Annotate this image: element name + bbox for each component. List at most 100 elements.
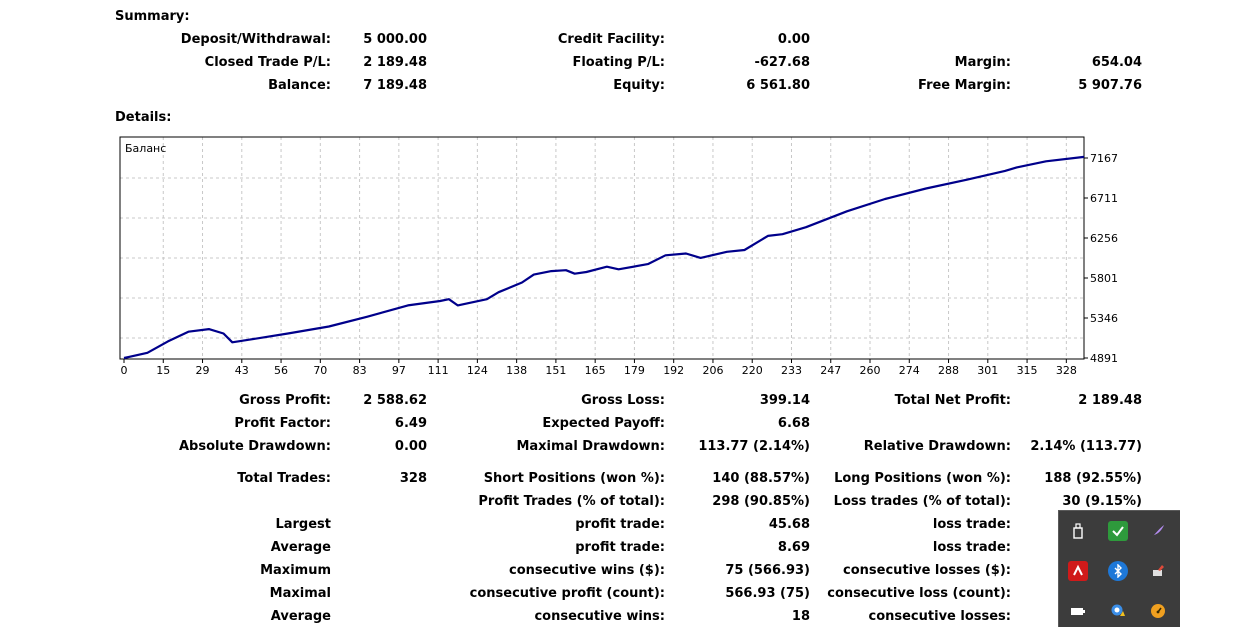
bluetooth-icon[interactable] xyxy=(1108,561,1128,581)
chart-y-tick-label: 6256 xyxy=(1090,232,1118,245)
chart-x-tick-label: 233 xyxy=(781,364,802,377)
chart-x-tick-label: 56 xyxy=(274,364,288,377)
chart-frame xyxy=(119,136,1085,360)
credit-label: Credit Facility: xyxy=(557,32,665,47)
chart-x-tick-label: 151 xyxy=(545,364,566,377)
loss-trades-value: 30 (9.15%) xyxy=(1062,494,1142,509)
profit-factor-label: Profit Factor: xyxy=(234,416,331,431)
avg-consecutive-wins-value: 18 xyxy=(791,609,810,624)
chart-x-tick-label: 288 xyxy=(938,364,959,377)
total-trades-label: Total Trades: xyxy=(237,471,331,486)
maximal-consecutive-profit-value: 566.93 (75) xyxy=(725,586,810,601)
chart-x-tick-label: 328 xyxy=(1056,364,1077,377)
chart-x-tick-label: 165 xyxy=(585,364,606,377)
chart-x-tick-label: 83 xyxy=(353,364,367,377)
short-positions-value: 140 (88.57%) xyxy=(712,471,810,486)
max-consecutive-wins-label: consecutive wins ($): xyxy=(508,563,665,578)
maximal-drawdown-value: 113.77 (2.14%) xyxy=(698,439,810,454)
chart-x-tick-label: 315 xyxy=(1017,364,1038,377)
balance-line xyxy=(123,155,1085,360)
paint-brush-icon[interactable] xyxy=(1148,561,1168,581)
chart-x-tick-label: 301 xyxy=(977,364,998,377)
details-title: Details: xyxy=(115,110,172,125)
chart-x-tick-label: 206 xyxy=(702,364,723,377)
total-net-profit-label: Total Net Profit: xyxy=(894,393,1011,408)
relative-drawdown-label: Relative Drawdown: xyxy=(863,439,1011,454)
largest-label: Largest xyxy=(275,517,331,532)
chart-y-tick-label: 4891 xyxy=(1090,352,1118,365)
gross-profit-value: 2 588.62 xyxy=(363,393,427,408)
loss-trades-label: Loss trades (% of total): xyxy=(833,494,1011,509)
chart-x-tick-label: 260 xyxy=(860,364,881,377)
battery-icon[interactable] xyxy=(1068,601,1088,621)
largest-profit-trade-label: profit trade: xyxy=(575,517,665,532)
long-positions-label: Long Positions (won %): xyxy=(834,471,1011,486)
free-margin-label: Free Margin: xyxy=(918,78,1011,93)
feather-pen-icon[interactable] xyxy=(1148,521,1168,541)
green-check-icon[interactable] xyxy=(1108,521,1128,541)
deposit-label: Deposit/Withdrawal: xyxy=(180,32,331,47)
usb-drive-icon[interactable] xyxy=(1068,521,1088,541)
profit-trades-value: 298 (90.85%) xyxy=(712,494,810,509)
short-positions-label: Short Positions (won %): xyxy=(483,471,665,486)
chart-x-tick-label: 15 xyxy=(156,364,170,377)
expected-payoff-value: 6.68 xyxy=(777,416,810,431)
deposit-value: 5 000.00 xyxy=(363,32,427,47)
chart-series-label: Баланс xyxy=(125,142,166,155)
closed-trade-value: 2 189.48 xyxy=(363,55,427,70)
free-margin-value: 5 907.76 xyxy=(1078,78,1142,93)
floating-label: Floating P/L: xyxy=(572,55,665,70)
max-consecutive-losses-label: consecutive losses ($): xyxy=(843,563,1011,578)
relative-drawdown-value: 2.14% (113.77) xyxy=(1030,439,1142,454)
margin-value: 654.04 xyxy=(1091,55,1142,70)
chart-y-ticks: 7167 6711 6256 5801 5346 4891 xyxy=(1084,152,1118,365)
average-label: Average xyxy=(270,540,331,555)
maximal-consecutive-loss-label: consecutive loss (count): xyxy=(827,586,1011,601)
gross-loss-value: 399.14 xyxy=(759,393,810,408)
chart-y-tick-label: 5346 xyxy=(1090,312,1118,325)
system-tray-overflow xyxy=(1058,510,1180,627)
antivirus-icon[interactable] xyxy=(1068,561,1088,581)
floating-value: -627.68 xyxy=(754,55,810,70)
chart-x-tick-label: 220 xyxy=(742,364,763,377)
maximum-label: Maximum xyxy=(260,563,331,578)
average-profit-trade-label: profit trade: xyxy=(575,540,665,555)
network-monitor-icon[interactable] xyxy=(1108,601,1128,621)
equity-value: 6 561.80 xyxy=(746,78,810,93)
absolute-drawdown-label: Absolute Drawdown: xyxy=(179,439,331,454)
equity-label: Equity: xyxy=(613,78,665,93)
absolute-drawdown-value: 0.00 xyxy=(394,439,427,454)
chart-x-tick-label: 111 xyxy=(428,364,449,377)
chart-y-tick-label: 7167 xyxy=(1090,152,1118,165)
avg-consecutive-wins-label: consecutive wins: xyxy=(534,609,665,624)
chart-x-ticks: 0 15 29 43 56 70 83 97 111 124 138 151 165 179 192 206 2… xyxy=(121,359,1077,377)
speedometer-icon[interactable] xyxy=(1148,601,1168,621)
largest-profit-trade-value: 45.68 xyxy=(768,517,810,532)
average-consecutive-label: Average xyxy=(270,609,331,624)
total-net-profit-value: 2 189.48 xyxy=(1078,393,1142,408)
credit-value: 0.00 xyxy=(777,32,810,47)
chart-y-tick-label: 5801 xyxy=(1090,272,1118,285)
balance-value: 7 189.48 xyxy=(363,78,427,93)
chart-x-tick-label: 274 xyxy=(899,364,920,377)
maximal-consecutive-profit-label: consecutive profit (count): xyxy=(469,586,665,601)
maximal-drawdown-label: Maximal Drawdown: xyxy=(516,439,665,454)
avg-consecutive-losses-label: consecutive losses: xyxy=(868,609,1011,624)
largest-loss-trade-label: loss trade: xyxy=(932,517,1011,532)
average-loss-trade-label: loss trade: xyxy=(932,540,1011,555)
max-consecutive-wins-value: 75 (566.93) xyxy=(725,563,810,578)
expected-payoff-label: Expected Payoff: xyxy=(542,416,665,431)
chart-x-tick-label: 29 xyxy=(196,364,210,377)
profit-factor-value: 6.49 xyxy=(394,416,427,431)
closed-trade-label: Closed Trade P/L: xyxy=(204,55,331,70)
chart-y-tick-label: 6711 xyxy=(1090,192,1118,205)
chart-x-tick-label: 97 xyxy=(392,364,406,377)
total-trades-value: 328 xyxy=(399,471,427,486)
chart-x-tick-label: 247 xyxy=(820,364,841,377)
balance-label: Balance: xyxy=(268,78,331,93)
chart-grid xyxy=(120,137,1084,359)
chart-x-tick-label: 192 xyxy=(663,364,684,377)
chart-x-tick-label: 43 xyxy=(235,364,249,377)
summary-title: Summary: xyxy=(115,9,190,24)
